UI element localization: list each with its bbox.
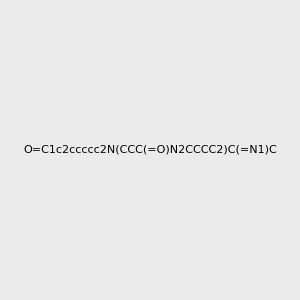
- Text: O=C1c2ccccc2N(CCC(=O)N2CCCC2)C(=N1)C: O=C1c2ccccc2N(CCC(=O)N2CCCC2)C(=N1)C: [23, 145, 277, 155]
